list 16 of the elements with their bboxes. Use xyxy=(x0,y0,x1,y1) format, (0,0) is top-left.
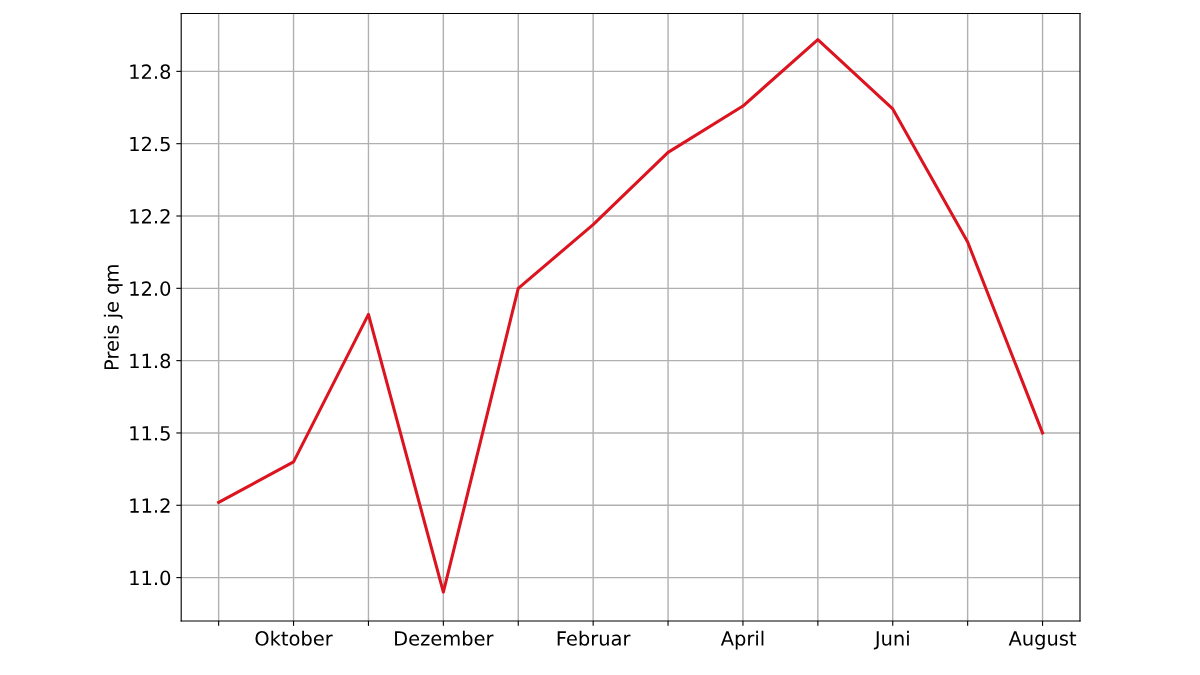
x-tick-label: Februar xyxy=(557,630,631,646)
x-tick-label: August xyxy=(1008,631,1077,650)
y-tick-label: 11.0 xyxy=(130,570,171,586)
y-tick-label: 12.8 xyxy=(130,64,171,80)
x-tick-label: April xyxy=(720,630,764,650)
y-tick-label: 11.5 xyxy=(130,426,170,441)
y-tick-label: 12.2 xyxy=(130,208,170,224)
line-series xyxy=(217,38,1045,594)
x-tick-label: Oktober xyxy=(255,630,333,646)
y-tick-label: 11.8 xyxy=(130,353,171,369)
y-tick-label: 12.5 xyxy=(130,136,170,152)
y-axis-title: Preis je qm xyxy=(103,265,123,370)
x-tick-label: Dezember xyxy=(395,630,494,646)
y-tick-label: 12.0 xyxy=(130,281,171,296)
y-tick-label: 11.2 xyxy=(130,498,170,513)
x-tick-label: Juni xyxy=(873,630,909,650)
